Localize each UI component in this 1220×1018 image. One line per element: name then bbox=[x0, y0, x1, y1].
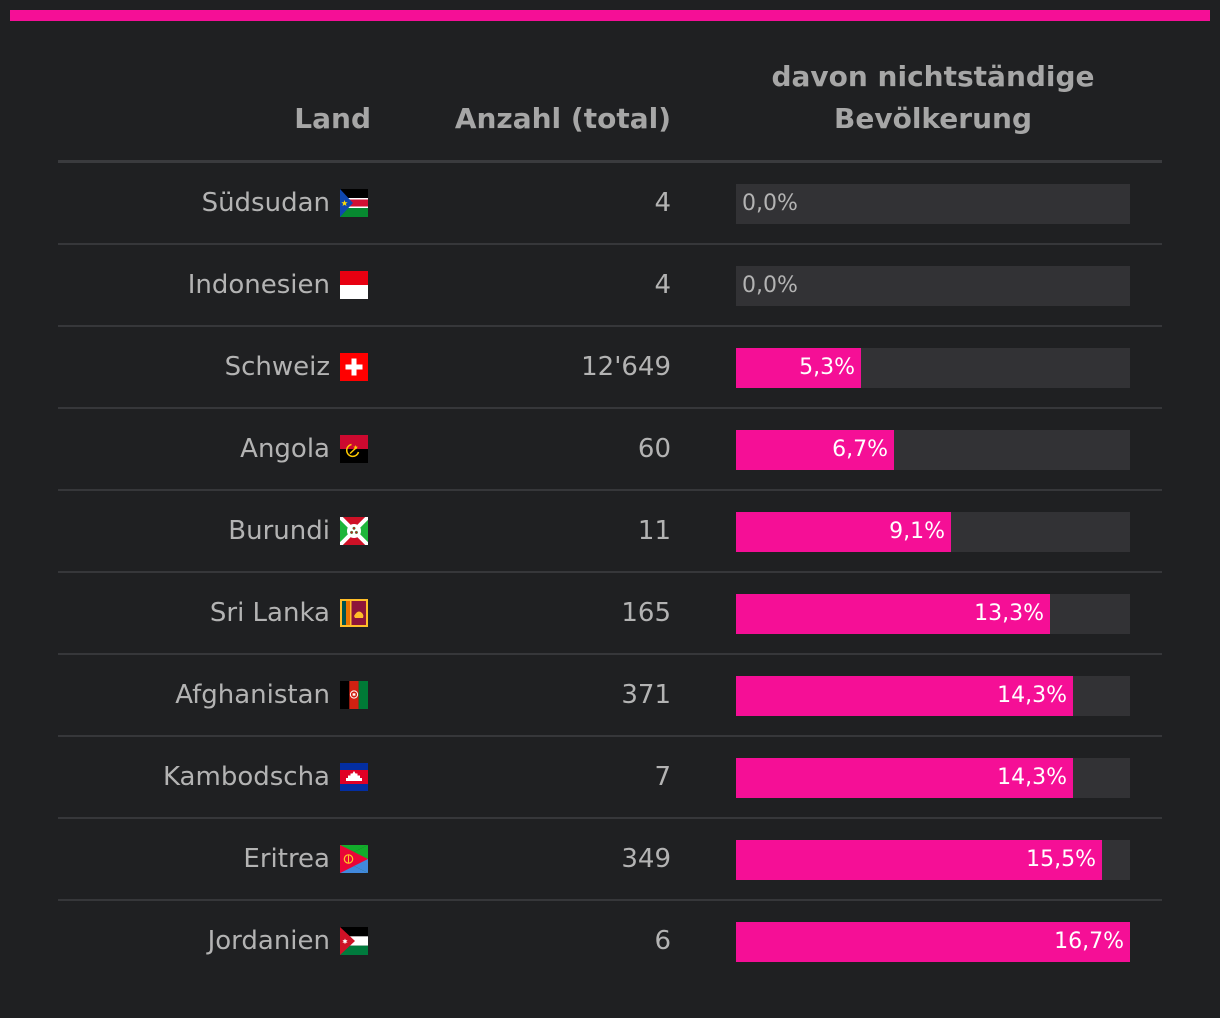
table-row: Eritrea 349 15,5% bbox=[58, 819, 1162, 901]
land-cell: Südsudan bbox=[202, 163, 368, 243]
count-cell: 349 bbox=[621, 844, 671, 874]
share-bar-label: 5,3% bbox=[799, 355, 855, 380]
count-cell: 6 bbox=[654, 926, 671, 956]
column-header-share: davon nichtständige Bevölkerung bbox=[736, 56, 1130, 140]
land-cell: Schweiz bbox=[225, 327, 368, 407]
share-bar-track: 0,0% bbox=[736, 184, 1130, 224]
share-bar-track: 16,7% bbox=[736, 922, 1130, 962]
land-name: Kambodscha bbox=[162, 762, 330, 792]
land-name: Eritrea bbox=[243, 844, 330, 874]
cambodia-flag-icon bbox=[340, 763, 368, 791]
count-cell: 11 bbox=[637, 516, 671, 546]
table-row: Burundi 11 9,1% bbox=[58, 491, 1162, 573]
accent-top-bar bbox=[10, 10, 1210, 21]
table-row: Schweiz 12'649 5,3% bbox=[58, 327, 1162, 409]
share-bar bbox=[736, 922, 1130, 962]
count-cell: 4 bbox=[654, 270, 671, 300]
land-name: Sri Lanka bbox=[209, 598, 330, 628]
land-name: Afghanistan bbox=[175, 680, 330, 710]
column-header-share-line2: Bevölkerung bbox=[834, 102, 1032, 135]
share-bar-label: 14,3% bbox=[997, 765, 1067, 790]
switzerland-flag-icon bbox=[340, 353, 368, 381]
share-bar-track: 14,3% bbox=[736, 758, 1130, 798]
land-name: Südsudan bbox=[201, 188, 330, 218]
data-table: Land Anzahl (total) davon nichtständige … bbox=[58, 40, 1162, 981]
share-bar-label: 9,1% bbox=[889, 519, 945, 544]
count-cell: 165 bbox=[621, 598, 671, 628]
land-cell: Eritrea bbox=[243, 819, 368, 899]
share-bar-label: 6,7% bbox=[832, 437, 888, 462]
land-cell: Jordanien bbox=[208, 901, 368, 981]
share-bar-track: 13,3% bbox=[736, 594, 1130, 634]
share-bar-track: 14,3% bbox=[736, 676, 1130, 716]
table-header: Land Anzahl (total) davon nichtständige … bbox=[58, 40, 1162, 163]
share-bar bbox=[736, 840, 1102, 880]
land-name: Jordanien bbox=[207, 926, 330, 956]
count-cell: 4 bbox=[654, 188, 671, 218]
eritrea-flag-icon bbox=[340, 845, 368, 873]
table-row: Südsudan 4 0,0% bbox=[58, 163, 1162, 245]
count-cell: 7 bbox=[654, 762, 671, 792]
table-row: Sri Lanka 165 13,3% bbox=[58, 573, 1162, 655]
angola-flag-icon bbox=[340, 435, 368, 463]
land-name: Burundi bbox=[228, 516, 330, 546]
land-cell: Sri Lanka bbox=[210, 573, 368, 653]
land-cell: Burundi bbox=[228, 491, 368, 571]
column-header-land: Land bbox=[294, 102, 371, 135]
table-row: Jordanien 6 16,7% bbox=[58, 901, 1162, 981]
land-name: Schweiz bbox=[224, 352, 330, 382]
share-bar-label: 14,3% bbox=[997, 683, 1067, 708]
share-bar bbox=[736, 348, 861, 388]
table-body: Südsudan 4 0,0% Indonesien 4 0,0% Schweiz 12'64… bbox=[58, 163, 1162, 981]
column-header-share-line1: davon nichtständige bbox=[771, 60, 1095, 93]
share-bar bbox=[736, 512, 951, 552]
land-cell: Angola bbox=[240, 409, 368, 489]
land-name: Indonesien bbox=[187, 270, 330, 300]
share-bar bbox=[736, 430, 894, 470]
count-cell: 371 bbox=[621, 680, 671, 710]
share-bar-track: 6,7% bbox=[736, 430, 1130, 470]
share-bar-label: 0,0% bbox=[742, 191, 798, 216]
share-bar-track: 9,1% bbox=[736, 512, 1130, 552]
table-row: Afghanistan 371 14,3% bbox=[58, 655, 1162, 737]
share-bar-track: 0,0% bbox=[736, 266, 1130, 306]
south-sudan-flag-icon bbox=[340, 189, 368, 217]
table-row: Angola 60 6,7% bbox=[58, 409, 1162, 491]
table-row: Kambodscha 7 14,3% bbox=[58, 737, 1162, 819]
sri-lanka-flag-icon bbox=[340, 599, 368, 627]
land-cell: Indonesien bbox=[188, 245, 368, 325]
indonesia-flag-icon bbox=[340, 271, 368, 299]
share-bar-label: 15,5% bbox=[1026, 847, 1096, 872]
share-bar bbox=[736, 594, 1050, 634]
share-bar-label: 13,3% bbox=[974, 601, 1044, 626]
share-bar-track: 15,5% bbox=[736, 840, 1130, 880]
column-header-count: Anzahl (total) bbox=[454, 102, 671, 135]
afghanistan-flag-icon bbox=[340, 681, 368, 709]
land-cell: Kambodscha bbox=[163, 737, 368, 817]
share-bar-track: 5,3% bbox=[736, 348, 1130, 388]
share-bar-label: 16,7% bbox=[1054, 929, 1124, 954]
jordan-flag-icon bbox=[340, 927, 368, 955]
land-cell: Afghanistan bbox=[175, 655, 368, 735]
share-bar bbox=[736, 758, 1073, 798]
count-cell: 12'649 bbox=[581, 352, 671, 382]
land-name: Angola bbox=[240, 434, 330, 464]
share-bar-label: 0,0% bbox=[742, 273, 798, 298]
count-cell: 60 bbox=[637, 434, 671, 464]
burundi-flag-icon bbox=[340, 517, 368, 545]
share-bar bbox=[736, 676, 1073, 716]
table-row: Indonesien 4 0,0% bbox=[58, 245, 1162, 327]
